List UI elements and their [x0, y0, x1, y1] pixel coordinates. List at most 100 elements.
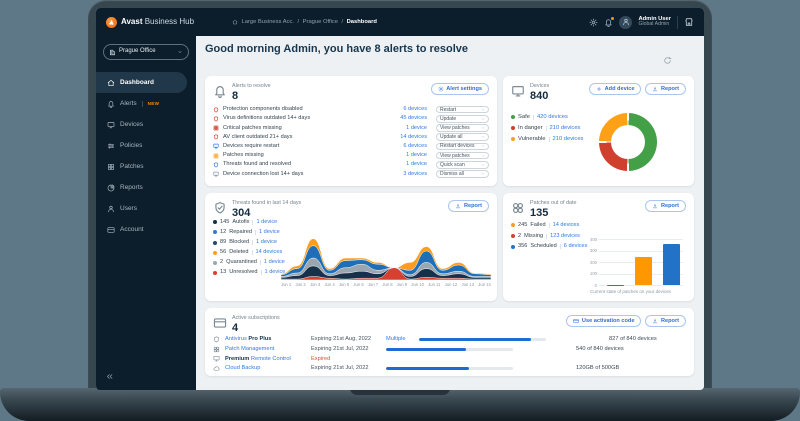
- subscription-row: Patch Management Expiring 21st Jul, 2022…: [213, 345, 686, 355]
- sidebar-item[interactable]: Account: [96, 219, 187, 240]
- report-button[interactable]: Report: [448, 200, 489, 212]
- use-activation-code-button[interactable]: Use activation code: [566, 315, 642, 327]
- notifications-bell-icon[interactable]: [604, 16, 615, 27]
- report-button[interactable]: Report: [645, 200, 686, 212]
- sidebar-item[interactable]: Alerts NEW: [96, 93, 187, 114]
- subscription-usage-value: 827 of 840 devices: [609, 336, 657, 343]
- sidebar-item[interactable]: Users: [96, 198, 187, 219]
- legend-devices-link[interactable]: 1 device: [258, 229, 280, 236]
- legend-devices-link[interactable]: 1 device: [264, 269, 286, 276]
- subscription-row: Antivirus Pro Plus Expiring 21st Aug, 20…: [213, 335, 686, 345]
- alert-type-icon: [213, 116, 219, 122]
- threats-card: Threats found in last 14 days 304 Report…: [205, 193, 497, 301]
- legend-devices-link[interactable]: 1 device: [263, 259, 285, 266]
- legend-devices-link[interactable]: 1 device: [256, 219, 278, 225]
- subscription-name[interactable]: Cloud Backup: [225, 365, 311, 372]
- area-plot: [281, 237, 491, 280]
- sidebar-item[interactable]: Reports: [96, 177, 187, 198]
- name-regular: Patch Management: [225, 345, 275, 352]
- legend-devices-link[interactable]: 14 devices: [552, 222, 580, 228]
- card-title: Threats found in last 14 days: [232, 200, 302, 206]
- x-axis-tick: Jun 12: [444, 282, 458, 287]
- subscription-usage-value: 540 of 840 devices: [576, 345, 624, 352]
- alert-action-select[interactable]: Dismiss all: [436, 170, 489, 178]
- alert-action-value: View patches: [440, 152, 470, 159]
- site-selector[interactable]: Prague Office: [103, 44, 189, 60]
- alert-action-select[interactable]: Restart devices: [436, 142, 489, 151]
- alert-type-icon: [213, 162, 219, 168]
- legend-item: 13 Unresolved 1 device: [213, 269, 285, 276]
- alert-action-select[interactable]: Quick scan: [436, 160, 489, 169]
- sidebar-item[interactable]: Policies: [96, 135, 187, 156]
- alert-devices-link[interactable]: 1 device: [406, 152, 427, 159]
- alert-action-value: Restart: [440, 106, 457, 113]
- subscription-name[interactable]: Patch Management: [225, 346, 311, 353]
- alert-devices-link[interactable]: 3 devices: [403, 170, 427, 177]
- report-button[interactable]: Report: [645, 83, 686, 95]
- card-title: Devices: [530, 83, 550, 89]
- add-device-button[interactable]: Add device: [589, 83, 642, 95]
- building-icon: [109, 49, 116, 56]
- download-icon: [652, 86, 658, 92]
- patches-count: 135: [530, 207, 549, 220]
- sidebar-item[interactable]: Devices: [96, 114, 187, 135]
- legend-item: 56 Deleted 14 devices: [213, 249, 285, 256]
- chevron-down-icon: [481, 163, 485, 167]
- sidebar-item-label: Users: [120, 204, 137, 212]
- download-icon: [652, 318, 658, 324]
- refresh-icon[interactable]: [663, 56, 672, 65]
- subscription-row: Premium Remote Control Expired: [213, 354, 686, 364]
- subscription-extra-link[interactable]: Multiple: [386, 336, 406, 343]
- alert-action-select[interactable]: Restart: [436, 105, 489, 114]
- legend-devices-link[interactable]: 14 devices: [255, 249, 283, 256]
- user-block[interactable]: Admin User Global Admin: [638, 16, 671, 29]
- download-icon: [455, 203, 461, 209]
- sidebar-item-label: Dashboard: [120, 78, 154, 86]
- usage-progress-fill: [386, 367, 469, 371]
- legend-devices-link[interactable]: 420 devices: [536, 114, 568, 120]
- subscription-list: Antivirus Pro Plus Expiring 21st Aug, 20…: [213, 335, 686, 373]
- alert-settings-button[interactable]: Alert settings: [430, 83, 489, 95]
- legend-devices-link[interactable]: 123 devices: [550, 232, 580, 239]
- area-series-Repaired: [281, 245, 491, 280]
- subscription-name[interactable]: Premium Remote Control: [225, 356, 311, 363]
- alert-devices-link[interactable]: 45 devices: [400, 115, 427, 122]
- alert-action-select[interactable]: Update: [436, 114, 489, 123]
- gear-icon[interactable]: [589, 18, 598, 27]
- legend-devices-link[interactable]: 1 device: [256, 239, 277, 246]
- laptop-base: [0, 388, 800, 421]
- store-icon[interactable]: [684, 17, 694, 27]
- divider: [252, 240, 254, 246]
- sidebar-item[interactable]: Patches: [96, 156, 187, 177]
- alert-devices-link[interactable]: 6 devices: [403, 106, 427, 113]
- alert-devices-link[interactable]: 6 devices: [403, 142, 427, 149]
- alert-action-select[interactable]: Update all: [436, 133, 489, 141]
- card-title: Alerts to resolve: [232, 83, 271, 89]
- subscription-name[interactable]: Antivirus Pro Plus: [225, 336, 311, 343]
- sidebar-collapse-icon[interactable]: [105, 372, 114, 381]
- name-bold: Premium: [225, 355, 250, 362]
- legend-label: Missing: [524, 232, 544, 239]
- legend-devices-link[interactable]: 210 devices: [552, 135, 584, 142]
- report-button[interactable]: Report: [645, 315, 686, 327]
- x-axis-tick: Jun 3: [309, 282, 321, 287]
- alert-label: Devices require restart: [223, 142, 280, 149]
- devices-legend: Safe 420 devices In danger 210 devices: [511, 114, 583, 143]
- alert-devices-link[interactable]: 1 device: [406, 161, 427, 168]
- breadcrumb-item-site[interactable]: Prague Office: [302, 18, 338, 25]
- alert-devices-link[interactable]: 14 devices: [400, 133, 427, 140]
- sidebar-item-label: Policies: [120, 141, 143, 149]
- alert-row: Critical patches missing 1 device View p…: [213, 123, 489, 132]
- alert-devices-link[interactable]: 1 device: [406, 124, 427, 131]
- alerts-card-header: Alerts to resolve 8: [213, 83, 271, 104]
- legend-devices-link[interactable]: 6 devices: [563, 243, 588, 250]
- legend-devices-link[interactable]: 210 devices: [549, 124, 581, 131]
- alert-action-select[interactable]: View patches: [436, 151, 489, 160]
- chevron-down-icon: [481, 154, 485, 158]
- breadcrumb-item-account[interactable]: Large Business Acc.: [241, 18, 295, 25]
- threats-legend: 145 Autofix 1 device 12 Repaired: [213, 219, 285, 276]
- avatar[interactable]: [619, 15, 633, 29]
- alert-label: Patches missing: [223, 152, 264, 159]
- alert-action-select[interactable]: View patches: [436, 124, 489, 132]
- sidebar-item[interactable]: Dashboard: [96, 72, 187, 93]
